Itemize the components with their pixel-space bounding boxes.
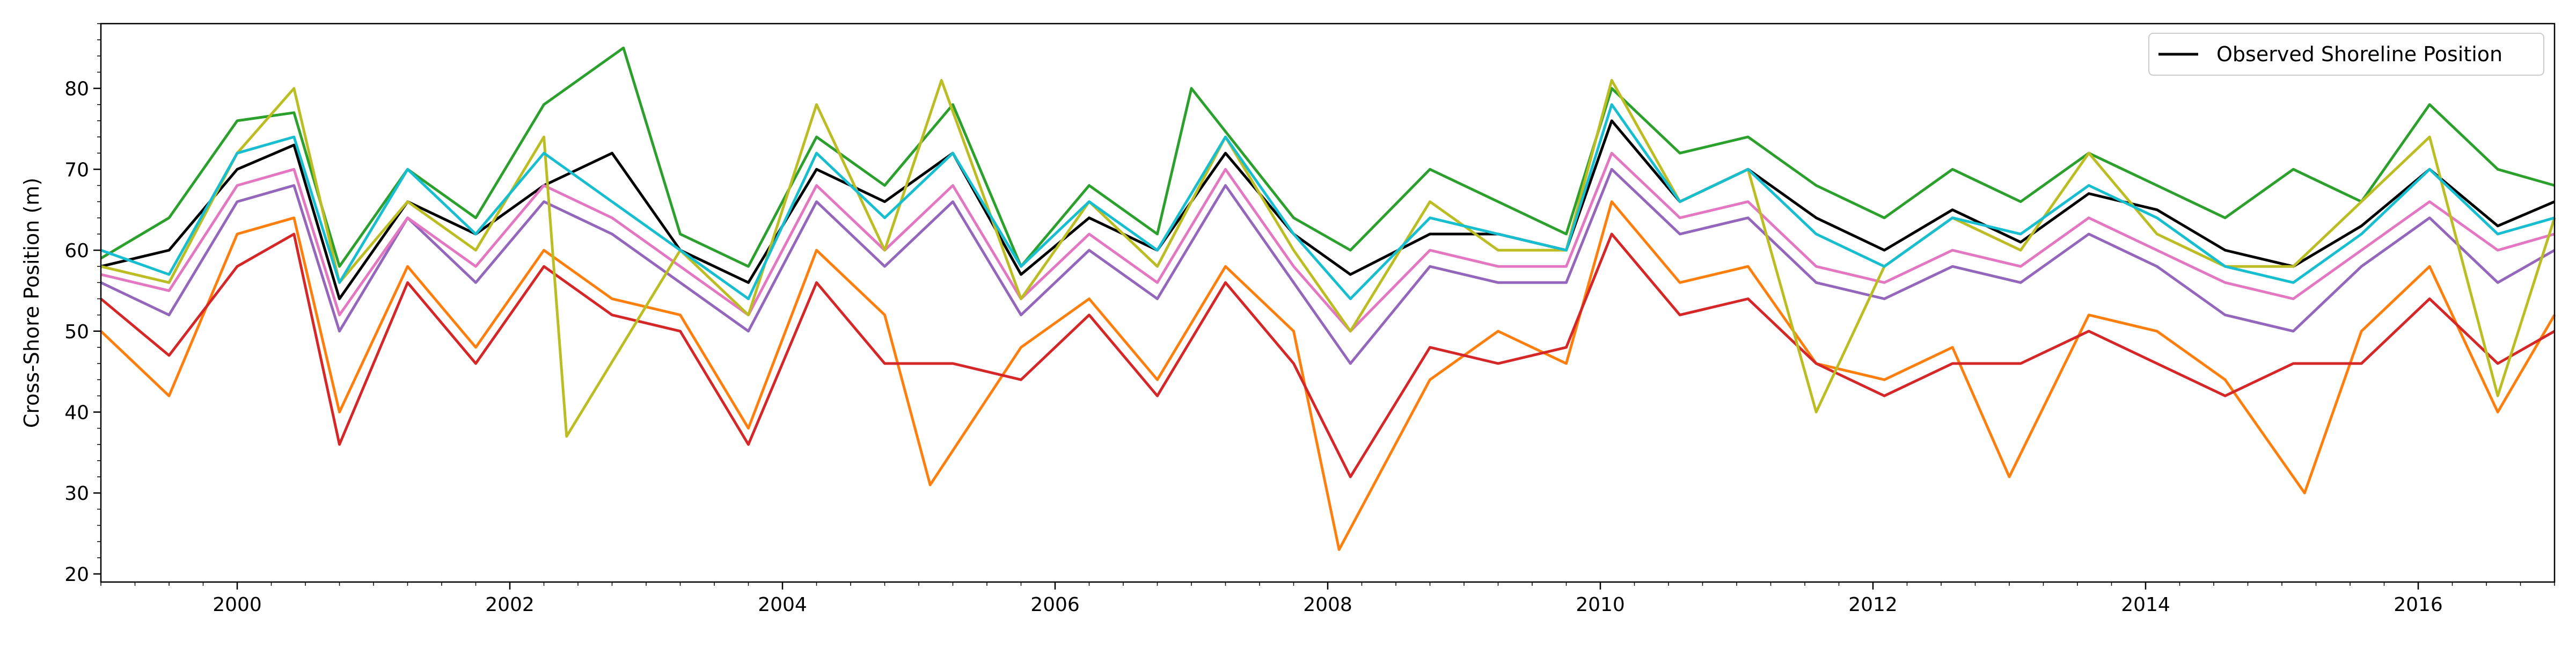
y-tick-label-0: 20 bbox=[64, 564, 89, 586]
series-line-5 bbox=[100, 151, 2555, 333]
y-axis: 20 30 40 50 60 70 80 bbox=[64, 23, 101, 586]
series-line-7 bbox=[100, 103, 2555, 300]
x-tick-label-8: 2016 bbox=[2394, 594, 2443, 616]
series-line-4 bbox=[100, 168, 2556, 365]
y-tick-label-6: 80 bbox=[64, 78, 89, 100]
x-tick-label-3: 2006 bbox=[1030, 594, 1080, 616]
x-tick-label-5: 2010 bbox=[1576, 594, 1625, 616]
legend: Observed Shoreline Position bbox=[2148, 33, 2544, 76]
series-layer bbox=[100, 46, 2556, 551]
legend-box bbox=[2148, 33, 2544, 76]
y-tick-label-5: 70 bbox=[64, 159, 89, 181]
x-tick-label-4: 2008 bbox=[1303, 594, 1352, 616]
x-tick-label-7: 2014 bbox=[2121, 594, 2170, 616]
y-tick-label-2: 40 bbox=[64, 402, 89, 424]
series-line-3 bbox=[100, 232, 2556, 478]
y-tick-label-3: 50 bbox=[64, 321, 89, 343]
x-tick-label-1: 2002 bbox=[485, 594, 535, 616]
y-axis-label: Cross-Shore Position (m) bbox=[20, 178, 43, 428]
x-tick-label-6: 2012 bbox=[1848, 594, 1898, 616]
series-line-1 bbox=[100, 200, 2556, 551]
x-tick-label-0: 2000 bbox=[213, 594, 262, 616]
series-line-2 bbox=[100, 46, 2555, 268]
y-tick-label-1: 30 bbox=[64, 483, 89, 505]
x-tick-label-2: 2004 bbox=[758, 594, 807, 616]
series-line-6 bbox=[100, 79, 2556, 438]
legend-entry: Observed Shoreline Position bbox=[2216, 42, 2502, 66]
x-axis: 2000 2002 2004 2006 2008 2010 2012 2014 2016 bbox=[100, 582, 2555, 616]
series-line-0 bbox=[100, 119, 2555, 300]
y-tick-label-4: 60 bbox=[64, 240, 89, 262]
